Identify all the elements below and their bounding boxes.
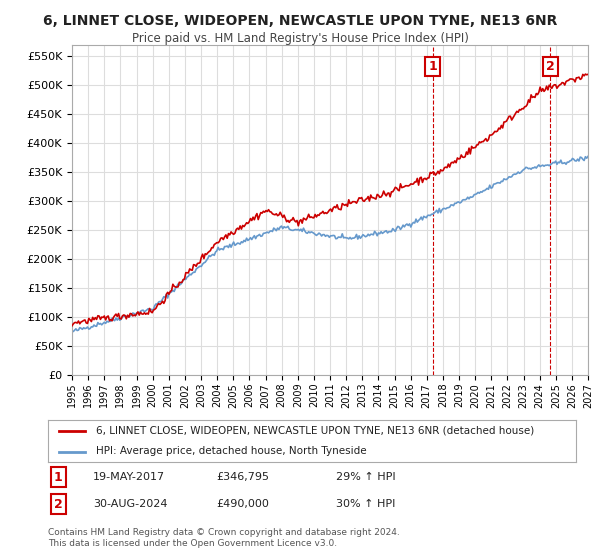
Text: HPI: Average price, detached house, North Tyneside: HPI: Average price, detached house, Nort…	[95, 446, 366, 456]
Text: £490,000: £490,000	[216, 499, 269, 509]
Text: 1: 1	[428, 60, 437, 73]
Text: £346,795: £346,795	[216, 472, 269, 482]
Text: 1: 1	[54, 470, 63, 484]
Text: 2: 2	[546, 60, 555, 73]
Text: 29% ↑ HPI: 29% ↑ HPI	[336, 472, 395, 482]
Text: Contains HM Land Registry data © Crown copyright and database right 2024.
This d: Contains HM Land Registry data © Crown c…	[48, 528, 400, 548]
Text: 6, LINNET CLOSE, WIDEOPEN, NEWCASTLE UPON TYNE, NE13 6NR: 6, LINNET CLOSE, WIDEOPEN, NEWCASTLE UPO…	[43, 14, 557, 28]
Text: 19-MAY-2017: 19-MAY-2017	[93, 472, 165, 482]
Text: 30% ↑ HPI: 30% ↑ HPI	[336, 499, 395, 509]
Text: Price paid vs. HM Land Registry's House Price Index (HPI): Price paid vs. HM Land Registry's House …	[131, 32, 469, 45]
Text: 2: 2	[54, 497, 63, 511]
Text: 6, LINNET CLOSE, WIDEOPEN, NEWCASTLE UPON TYNE, NE13 6NR (detached house): 6, LINNET CLOSE, WIDEOPEN, NEWCASTLE UPO…	[95, 426, 534, 436]
Text: 30-AUG-2024: 30-AUG-2024	[93, 499, 167, 509]
